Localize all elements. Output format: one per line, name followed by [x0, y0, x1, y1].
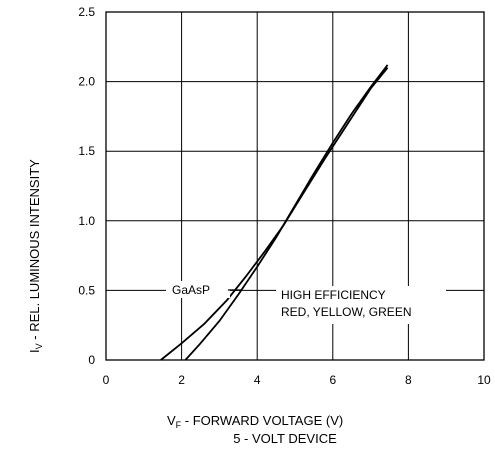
x-tick-label: 8: [405, 373, 412, 387]
y-tick-label: 2.5: [78, 5, 95, 19]
y-tick-label: 2.0: [78, 75, 95, 89]
x-tick-label: 6: [329, 373, 336, 387]
y-axis-label-rest: - REL. LUMINOUS INTENSITY: [27, 159, 42, 344]
x-axis-label-line2: 5 - VOLT DEVICE: [233, 431, 337, 446]
y-tick-labels: 0 0.5 1.0 1.5 2.0 2.5: [78, 5, 95, 367]
x-axis-label-rest: - FORWARD VOLTAGE (V): [181, 413, 343, 428]
y-tick-label: 0: [88, 353, 95, 367]
x-tick-label: 2: [178, 373, 185, 387]
x-tick-label: 0: [103, 373, 110, 387]
y-axis-label: IV - REL. LUMINOUS INTENSITY: [27, 159, 44, 353]
gaasp-label-background: [166, 281, 230, 298]
y-tick-label: 1.5: [78, 144, 95, 158]
high-efficiency-label-line2: RED, YELLOW, GREEN: [281, 305, 411, 319]
gaasp-curve: [160, 67, 389, 361]
high-efficiency-curve: [184, 64, 389, 361]
high-efficiency-label-line1: HIGH EFFICIENCY: [281, 288, 386, 302]
series-group: [160, 64, 389, 361]
x-tick-labels: 0 2 4 6 8 10: [103, 373, 491, 387]
x-axis-label: VF - FORWARD VOLTAGE (V): [167, 413, 343, 430]
x-tick-label: 4: [254, 373, 261, 387]
y-axis-label-main: I: [27, 349, 42, 353]
high-efficiency-label-background: [276, 286, 446, 324]
gaasp-label: GaAsP: [172, 283, 210, 297]
x-axis-label-main: V: [167, 413, 176, 428]
x-axis-label-subscript: F: [176, 420, 182, 430]
y-tick-label: 0.5: [78, 283, 95, 297]
y-axis-label-subscript: V: [34, 343, 44, 349]
y-tick-label: 1.0: [78, 214, 95, 228]
plot-frame: [105, 11, 485, 361]
x-tick-label: 10: [477, 373, 491, 387]
